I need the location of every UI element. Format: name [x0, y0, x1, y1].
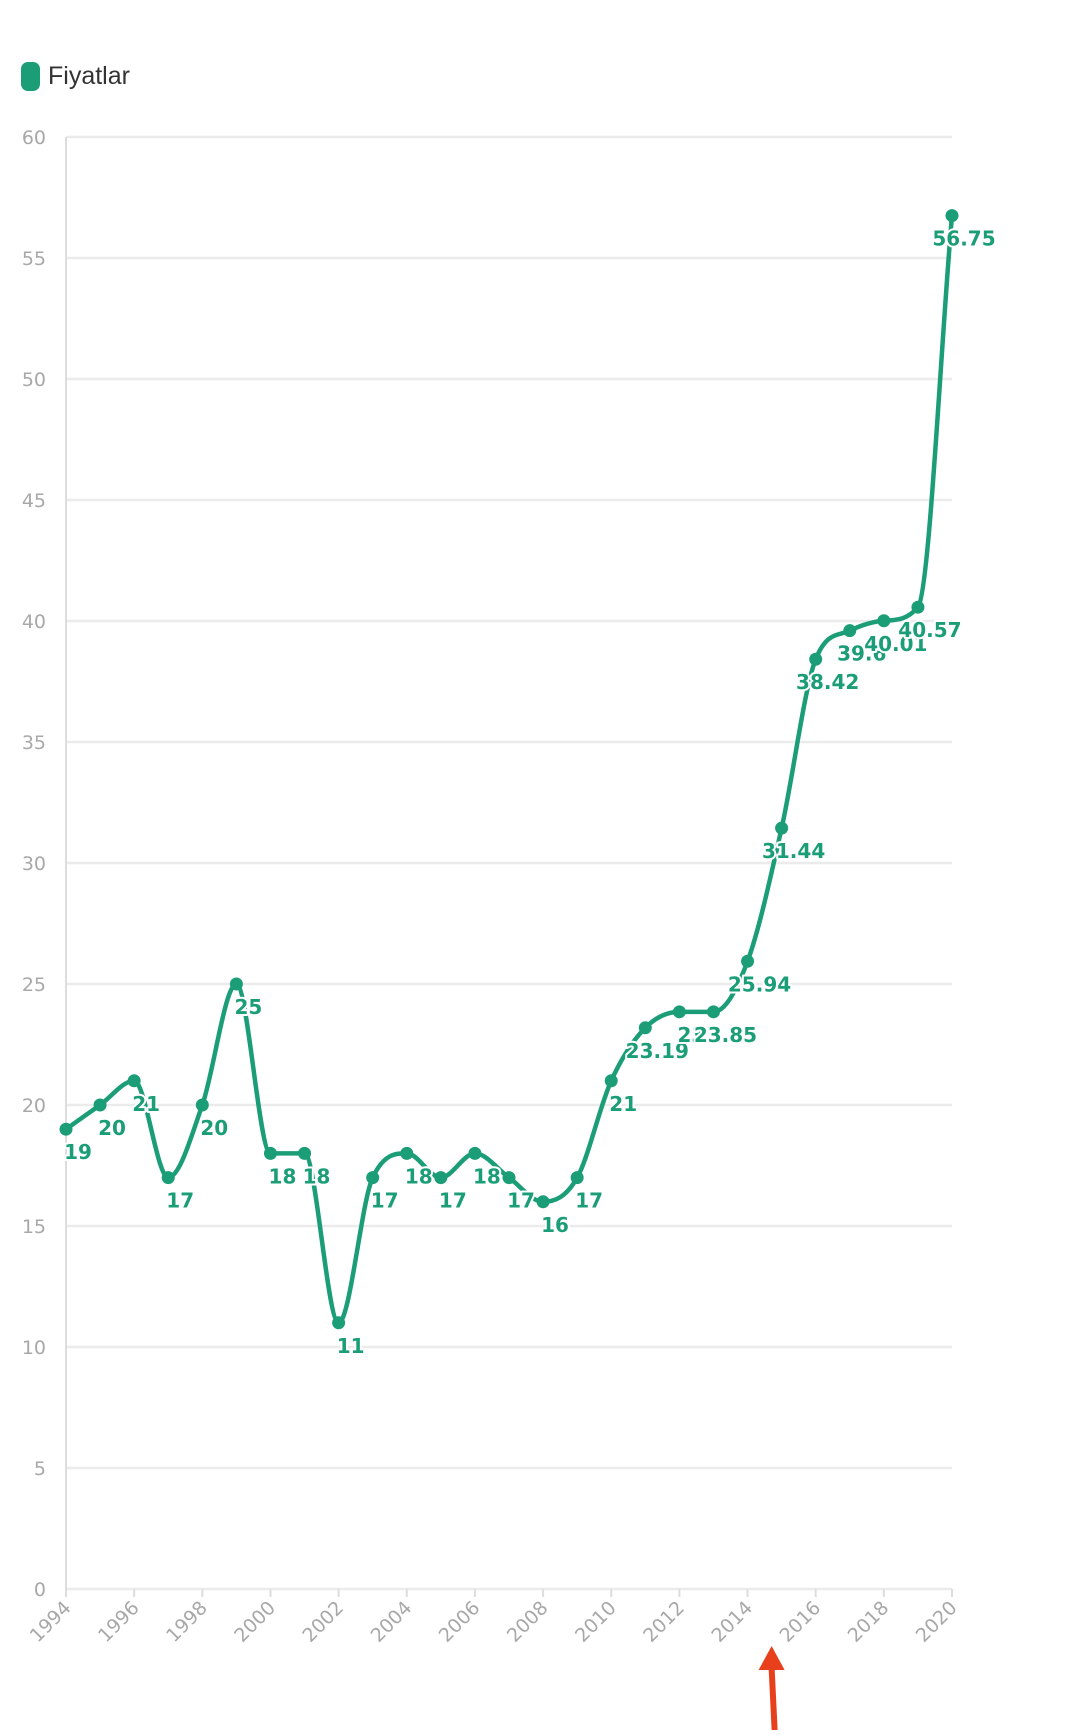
data-label-2013: 23.85: [694, 1023, 757, 1047]
data-label-2009: 17: [575, 1189, 603, 1213]
data-point-1994[interactable]: [59, 1122, 73, 1136]
data-point-1996[interactable]: [127, 1074, 141, 1088]
x-tick-label: 2010: [571, 1597, 621, 1647]
y-tick-label: 10: [22, 1337, 46, 1359]
y-tick-label: 40: [22, 611, 46, 633]
legend-label: Fiyatlar: [48, 62, 130, 90]
series-line-layer: [63, 213, 955, 1326]
data-point-2018[interactable]: [877, 614, 891, 628]
data-point-2015[interactable]: [775, 821, 789, 835]
x-tick-label: 1998: [162, 1597, 212, 1647]
data-label-2003: 17: [371, 1189, 399, 1213]
data-label-2012: 23: [677, 1023, 705, 1047]
x-tick-label: 1994: [26, 1597, 76, 1647]
data-point-1995[interactable]: [93, 1098, 107, 1112]
legend-swatch: [21, 62, 40, 91]
data-point-2000[interactable]: [263, 1146, 277, 1160]
data-label-2008: 16: [541, 1213, 569, 1237]
data-label-1998: 20: [200, 1116, 228, 1140]
data-label-2015: 31.44: [762, 839, 825, 863]
x-tick-label: 2016: [775, 1597, 825, 1647]
y-tick-label: 25: [22, 974, 46, 996]
x-tick-label: 2004: [367, 1597, 417, 1647]
grid-lines: [66, 135, 952, 1591]
y-tick-label: 35: [22, 732, 46, 754]
data-label-2019: 40.57: [898, 618, 961, 642]
x-tick-label: 2000: [230, 1597, 280, 1647]
data-point-1997[interactable]: [161, 1171, 175, 1185]
x-tick-label: 2006: [435, 1597, 485, 1647]
data-label-1995: 20: [98, 1116, 126, 1140]
data-label-2020: 56.75: [932, 227, 995, 251]
data-label-2018: 40.01: [864, 632, 927, 656]
data-point-2014[interactable]: [741, 954, 755, 968]
series-line-fiyatlar: [63, 213, 955, 1326]
data-point-1999[interactable]: [229, 977, 243, 991]
data-label-2002: 11: [337, 1334, 365, 1358]
x-tick-label: 1996: [94, 1597, 144, 1647]
data-point-2013[interactable]: [706, 1005, 720, 1019]
y-tick-label: 30: [22, 853, 46, 875]
data-point-2002[interactable]: [332, 1316, 346, 1330]
data-point-2007[interactable]: [502, 1171, 516, 1185]
x-tick-label: 2002: [298, 1597, 348, 1647]
y-tick-label: 5: [34, 1458, 46, 1480]
data-point-1998[interactable]: [195, 1098, 209, 1112]
data-point-2008[interactable]: [536, 1195, 550, 1209]
x-tick-label: 2008: [503, 1597, 553, 1647]
data-point-2006[interactable]: [468, 1146, 482, 1160]
data-label-2014: 25.94: [728, 972, 791, 996]
legend[interactable]: Fiyatlar: [21, 62, 130, 91]
data-label-2017: 39.6: [837, 642, 886, 666]
data-label-1994: 19: [64, 1140, 92, 1164]
data-label-2007: 17: [507, 1189, 535, 1213]
y-tick-label: 20: [22, 1095, 46, 1117]
annotation-arrow-shaft: [768, 1667, 778, 1731]
annotation-arrow-head: [758, 1646, 785, 1670]
data-label-2010: 21: [609, 1092, 637, 1116]
data-label-1997: 17: [166, 1189, 194, 1213]
y-tick-label: 50: [22, 369, 46, 391]
y-tick-label: 45: [22, 490, 46, 512]
data-label-2005: 17: [439, 1189, 467, 1213]
data-point-2019[interactable]: [911, 600, 925, 614]
y-tick-label: 60: [22, 127, 46, 149]
data-point-2017[interactable]: [843, 624, 857, 638]
x-tick-label: 2018: [844, 1597, 894, 1647]
axes: 0 5 10 15 20 25 30 35 40 45 50 55 60 1994 1996 1998 2000…: [22, 127, 962, 1647]
data-point-2009[interactable]: [570, 1171, 584, 1185]
data-point-2011[interactable]: [638, 1021, 652, 1035]
data-point-2020[interactable]: [945, 209, 959, 223]
data-label-2011: 23.19: [626, 1039, 689, 1063]
y-tick-label: 55: [22, 248, 46, 270]
data-point-2003[interactable]: [366, 1171, 380, 1185]
annotation-arrow: [758, 1646, 785, 1731]
data-label-2001: 18: [303, 1164, 331, 1188]
annotation-layer: [758, 1646, 785, 1731]
x-tick-label: 2014: [707, 1597, 757, 1647]
data-point-2001[interactable]: [298, 1146, 312, 1160]
data-point-2010[interactable]: [604, 1074, 618, 1088]
data-label-2006: 18: [473, 1164, 501, 1188]
data-label-2016: 38.42: [796, 670, 859, 694]
x-tick-label: 2020: [912, 1597, 962, 1647]
data-label-2000: 18: [269, 1164, 297, 1188]
data-point-2016[interactable]: [809, 652, 823, 666]
data-points: [59, 209, 959, 1330]
data-point-2012[interactable]: [672, 1005, 686, 1019]
data-point-2004[interactable]: [400, 1146, 414, 1160]
data-label-1996: 21: [132, 1092, 160, 1116]
data-point-2005[interactable]: [434, 1171, 448, 1185]
data-label-1999: 25: [234, 995, 262, 1019]
y-tick-label: 0: [34, 1579, 46, 1601]
y-tick-label: 15: [22, 1216, 46, 1238]
x-tick-label: 2012: [639, 1597, 689, 1647]
data-label-2004: 18: [405, 1164, 433, 1188]
